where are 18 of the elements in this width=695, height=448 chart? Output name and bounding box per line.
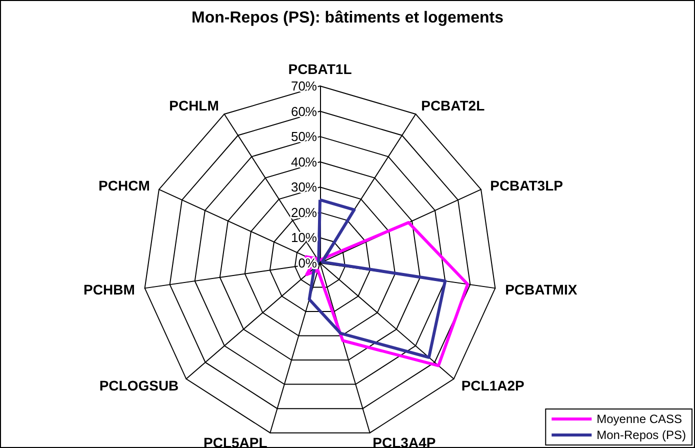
y-tick-label: 40%: [290, 154, 318, 170]
legend-label: Moyenne CASS: [596, 412, 682, 426]
chart-title: Mon-Repos (PS): bâtiments et logements: [191, 10, 504, 26]
y-tick-label: 60%: [290, 104, 318, 119]
spoke-label: PCBAT3LP: [490, 177, 563, 194]
spoke-label: PCHLM: [169, 98, 219, 114]
y-tick-label: 50%: [290, 129, 318, 144]
spoke-label: PCHBM: [84, 282, 135, 298]
y-tick-label: 30%: [290, 180, 318, 195]
spoke-label: PCBATMIX: [505, 282, 578, 298]
y-tick-label: 20%: [290, 204, 318, 220]
y-tick-label: 70%: [290, 78, 318, 94]
spoke-label: PCL1A2P: [461, 377, 524, 394]
legend-label: Mon-Repos (PS): [596, 428, 686, 442]
spoke-label: PCHCM: [98, 177, 150, 194]
spoke-label: PCBAT1L: [288, 61, 352, 77]
spoke-label: PCBAT2L: [421, 98, 486, 114]
spoke-label: PCLOGSUB: [99, 377, 179, 394]
